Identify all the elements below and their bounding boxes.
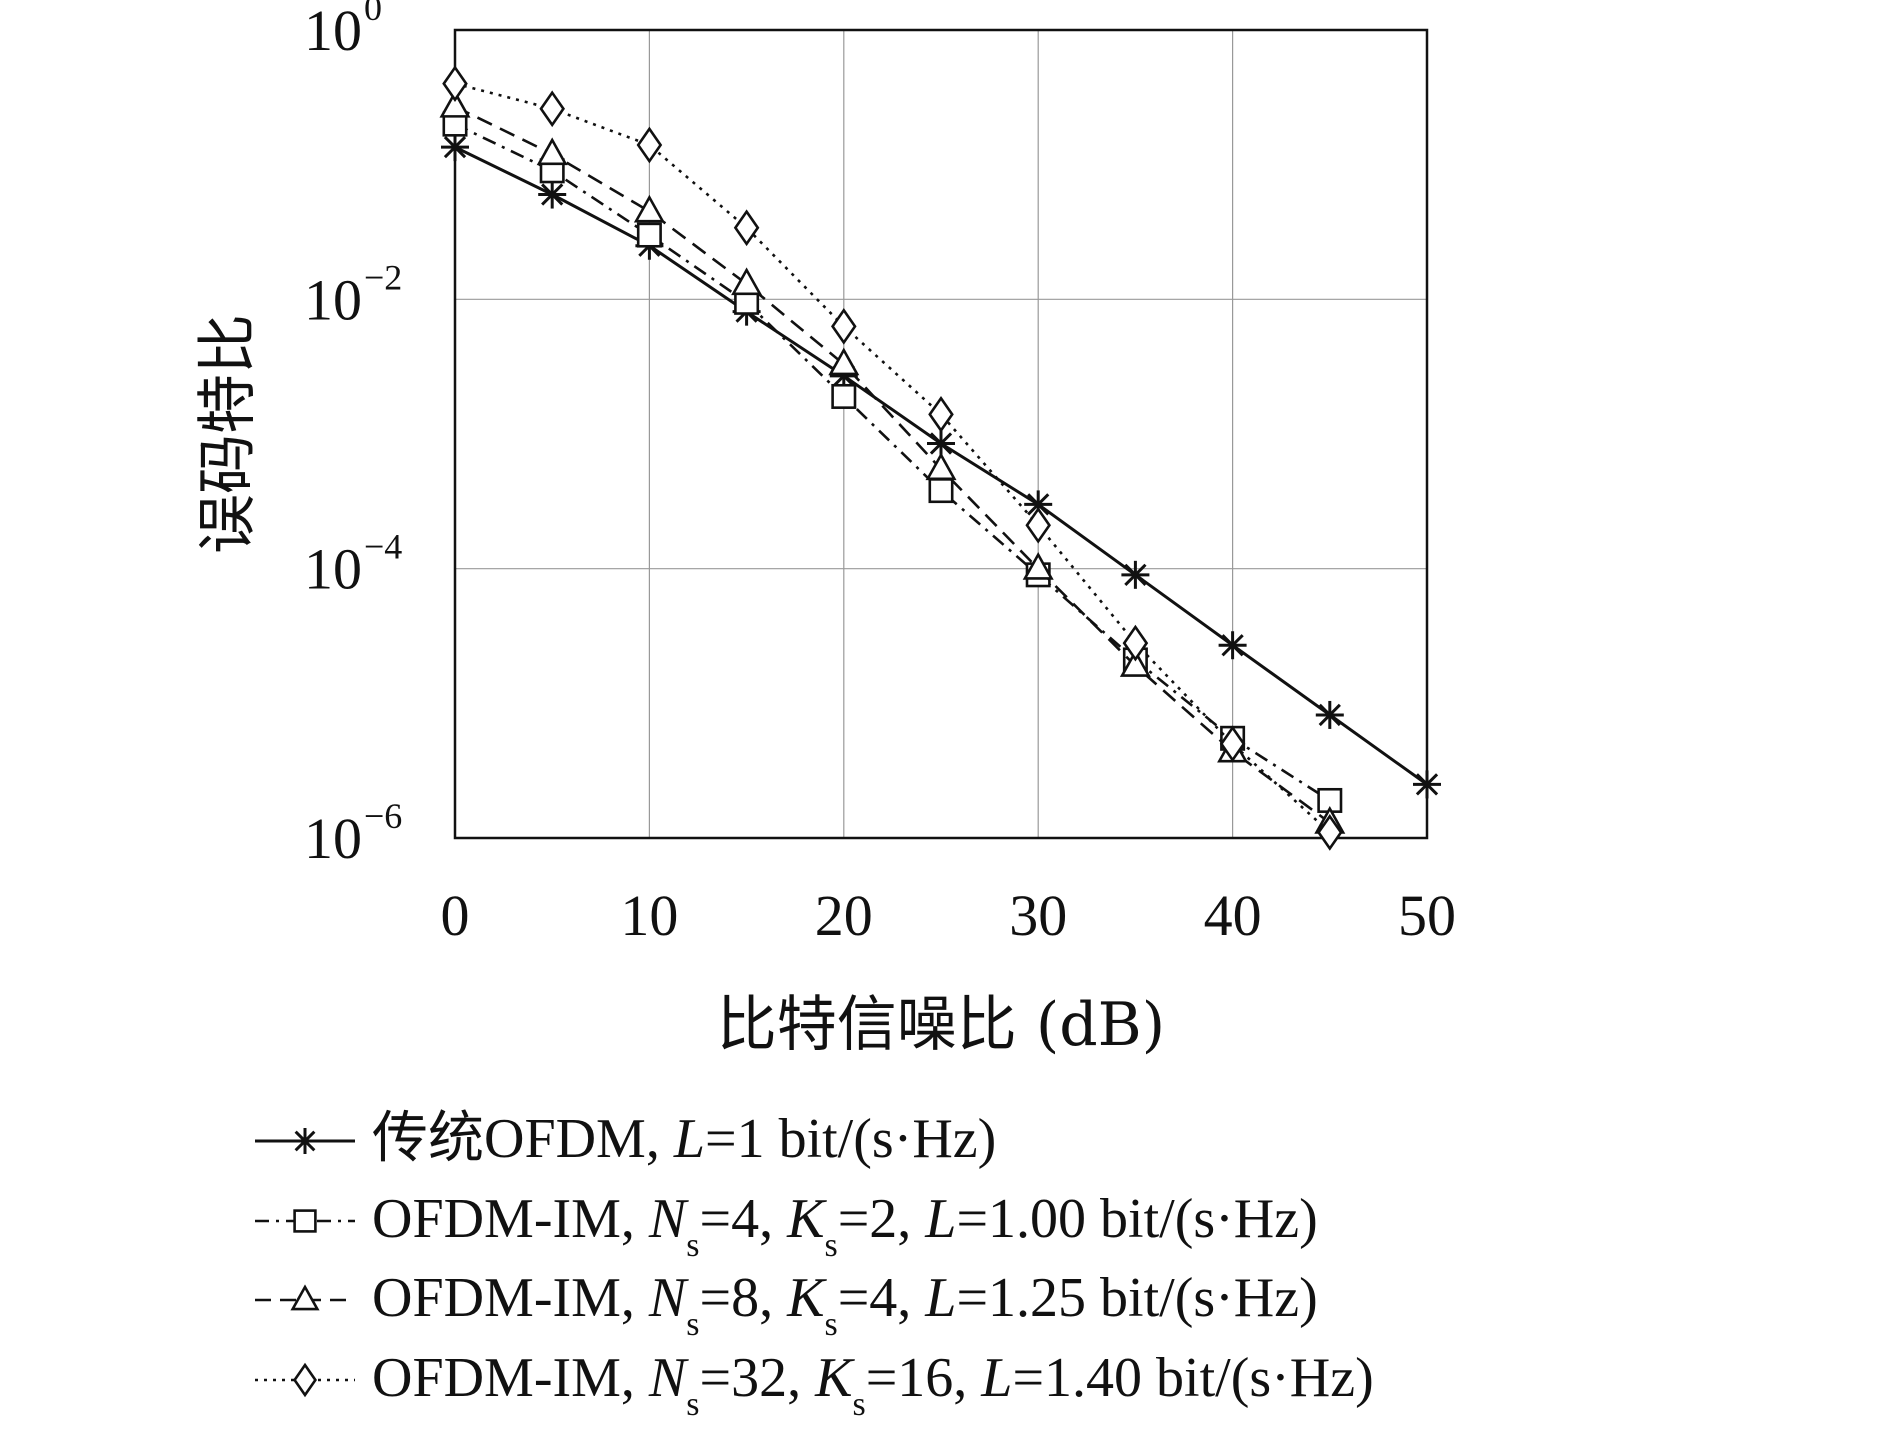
y-tick-label: 10 0 [304,0,382,63]
x-tick-label: 40 [1204,883,1262,948]
data-point-square [928,478,954,504]
data-point-asterisk [1413,770,1441,799]
legend-entry: 传统OFDM, L=1 bit/(s·Hz) [255,1108,996,1170]
data-point-triangle [536,137,568,166]
legend-label: OFDM-IM, Ns=4, Ks=2, L=1.00 bit/(s·Hz) [372,1188,1318,1264]
y-axis-label: 误码特比 [193,314,263,554]
series-triangle [439,89,1346,834]
data-point-triangle [439,89,471,118]
data-point-diamond [1122,624,1149,662]
data-point-triangle [1119,649,1151,677]
x-tick-label: 20 [815,883,873,948]
data-point-diamond [1317,814,1343,851]
x-tick-label: 10 [620,883,678,948]
legend: 传统OFDM, L=1 bit/(s·Hz) OFDM-IM, Ns=4, Ks=… [255,1108,1374,1423]
data-point-square [293,1209,317,1233]
series-square [442,111,1343,813]
data-point-diamond [733,209,760,247]
legend-label: 传统OFDM, L=1 bit/(s·Hz) [372,1108,996,1170]
series-diamond [442,65,1343,851]
x-tick-labels: 0 10 20 30 40 50 [441,883,1457,948]
series-line [454,82,1331,834]
legend-label: OFDM-IM, Ns=8, Ks=4, L=1.25 bit/(s·Hz) [372,1267,1318,1343]
data-point-diamond [293,1362,317,1398]
y-tick-base: 10 [304,0,362,63]
data-point-triangle [290,1284,320,1311]
series-layer [439,65,1441,851]
data-point-triangle [731,267,763,296]
data-point-asterisk [1121,560,1150,589]
legend-entry: OFDM-IM, Ns=4, Ks=2, L=1.00 bit/(s·Hz) [255,1188,1318,1264]
data-point-square [831,383,857,409]
y-tick-base: 10 [304,267,362,332]
data-point-diamond [636,126,663,164]
y-tick-exponent: −2 [364,257,402,297]
y-tick-label: 10 −2 [304,257,402,332]
x-tick-label: 0 [441,883,470,948]
x-tick-label: 30 [1009,883,1067,948]
data-point-diamond [442,65,468,102]
x-axis-label: 比特信噪比 (dB) [717,990,1165,1060]
data-point-asterisk [538,180,567,209]
legend-label: OFDM-IM, Ns=32, Ks=16, L=1.40 bit/(s·Hz) [372,1347,1374,1423]
data-point-asterisk [292,1128,318,1154]
data-point-triangle [633,194,665,223]
y-tick-exponent: −6 [364,796,402,836]
data-point-triangle [925,452,957,481]
data-point-diamond [1219,725,1246,763]
x-tick-label: 50 [1398,883,1456,948]
series-line [454,105,1331,824]
plot-area-frame [453,28,1429,840]
data-point-asterisk [1218,631,1247,660]
y-tick-label: 10 −4 [304,527,402,602]
y-tick-base: 10 [304,537,362,602]
y-tick-label: 10 −6 [304,796,402,871]
y-tick-exponent: 0 [364,0,382,28]
data-point-asterisk [1315,700,1344,729]
data-point-diamond [928,395,954,433]
y-tick-base: 10 [304,806,362,871]
grid-lines [455,30,1427,838]
series-line [454,122,1331,802]
legend-entry: OFDM-IM, Ns=8, Ks=4, L=1.25 bit/(s·Hz) [255,1267,1318,1343]
y-tick-exponent: −4 [364,527,402,567]
data-point-triangle [828,347,860,376]
data-point-square [636,222,662,248]
data-point-asterisk [441,133,469,162]
data-point-diamond [831,307,857,345]
data-point-asterisk [1024,490,1053,519]
legend-entry: OFDM-IM, Ns=32, Ks=16, L=1.40 bit/(s·Hz) [255,1347,1374,1423]
data-point-diamond [1025,506,1051,544]
data-point-triangle [1022,552,1054,580]
data-point-diamond [539,90,565,128]
